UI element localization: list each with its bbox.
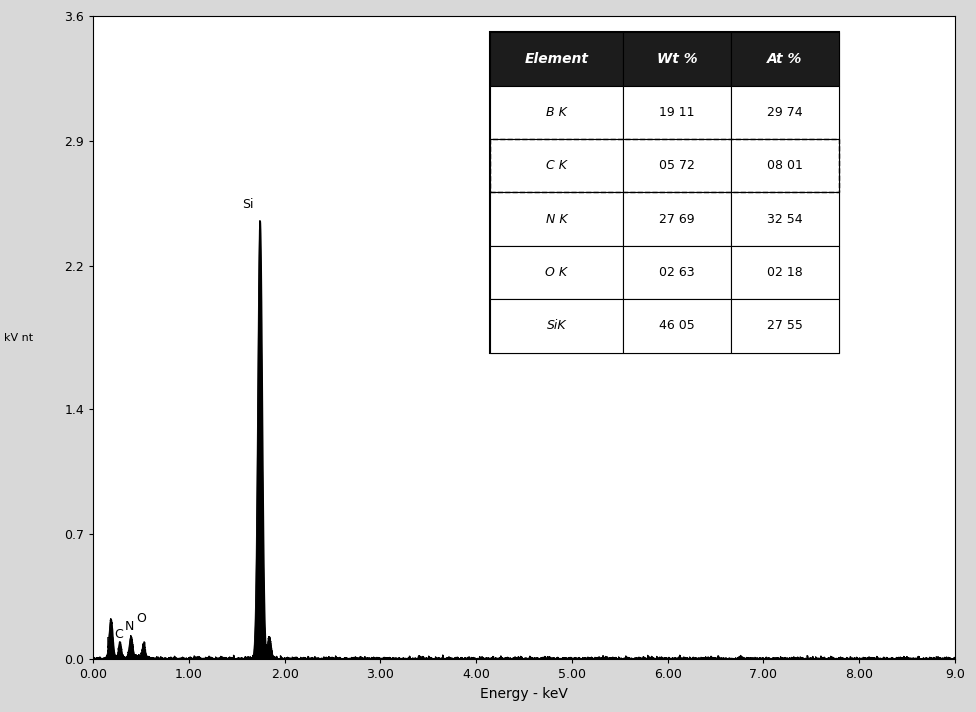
Bar xyxy=(731,246,838,299)
Text: 02 63: 02 63 xyxy=(659,266,695,279)
Text: Si: Si xyxy=(243,198,254,211)
Text: 32 54: 32 54 xyxy=(767,213,802,226)
Text: 27 69: 27 69 xyxy=(659,213,695,226)
Bar xyxy=(623,299,731,352)
Text: 05 72: 05 72 xyxy=(659,159,695,172)
Text: C K: C K xyxy=(546,159,567,172)
Bar xyxy=(623,139,731,192)
Bar xyxy=(490,139,838,192)
Text: B K: B K xyxy=(546,106,567,119)
Text: 02 18: 02 18 xyxy=(767,266,802,279)
Text: B: B xyxy=(105,636,114,649)
Bar xyxy=(623,32,731,85)
Bar xyxy=(490,139,623,192)
Text: 29 74: 29 74 xyxy=(767,106,802,119)
Bar xyxy=(490,246,623,299)
Bar xyxy=(623,85,731,139)
Text: kV nt: kV nt xyxy=(4,333,33,342)
Text: 19 11: 19 11 xyxy=(659,106,695,119)
Text: N K: N K xyxy=(546,213,567,226)
Bar xyxy=(490,32,838,352)
Text: SiK: SiK xyxy=(547,319,566,333)
Text: N: N xyxy=(124,619,134,632)
Text: 08 01: 08 01 xyxy=(767,159,802,172)
X-axis label: Energy - keV: Energy - keV xyxy=(480,687,568,701)
Text: O: O xyxy=(137,612,146,625)
Text: At %: At % xyxy=(767,52,802,66)
Bar xyxy=(731,32,838,85)
Text: 27 55: 27 55 xyxy=(767,319,802,333)
Bar xyxy=(490,32,623,85)
Bar xyxy=(623,246,731,299)
Text: O K: O K xyxy=(546,266,567,279)
Text: Wt %: Wt % xyxy=(657,52,697,66)
Bar xyxy=(731,139,838,192)
Text: C: C xyxy=(114,629,123,642)
Bar xyxy=(731,85,838,139)
Text: 46 05: 46 05 xyxy=(659,319,695,333)
Bar xyxy=(490,85,623,139)
Bar xyxy=(490,192,623,246)
Text: Element: Element xyxy=(524,52,589,66)
Bar xyxy=(623,192,731,246)
Bar xyxy=(731,192,838,246)
Bar xyxy=(490,299,623,352)
Bar xyxy=(731,299,838,352)
